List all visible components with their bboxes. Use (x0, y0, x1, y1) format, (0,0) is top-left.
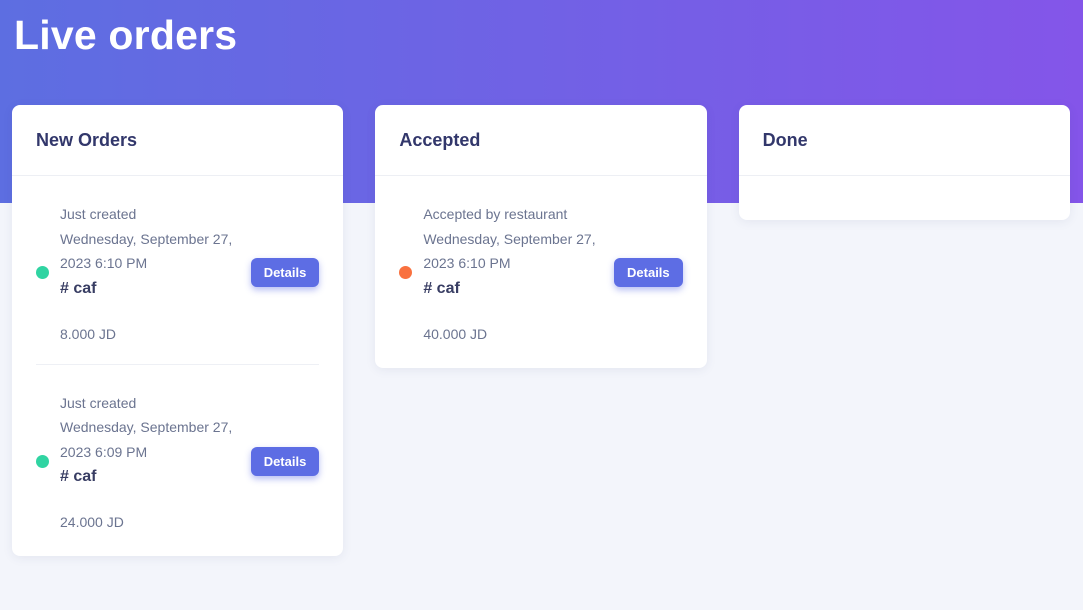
order-date-line-1: Wednesday, September 27, (423, 230, 596, 247)
order-date-line-1: Wednesday, September 27, (60, 419, 233, 435)
column-body-new-orders: Just created Wednesday, September 27, 20… (12, 176, 343, 556)
column-body-done (739, 176, 1070, 220)
column-accepted: Accepted Accepted by restaurant Wednesda… (375, 105, 707, 368)
new-order-status-dot-icon (36, 454, 49, 468)
details-button[interactable]: Details (250, 258, 320, 288)
orders-board: New Orders Just created Wednesday, Septe… (0, 105, 1083, 556)
column-title-accepted: Accepted (375, 105, 707, 176)
order-status: Just created (60, 394, 137, 411)
column-body-accepted: Accepted by restaurant Wednesday, Septem… (375, 176, 706, 368)
order-date-line-2: 2023 6:10 PM (423, 255, 511, 271)
column-new-orders: New Orders Just created Wednesday, Septe… (12, 105, 344, 556)
column-title-done: Done (738, 105, 1070, 176)
order-ref: # caf (60, 468, 97, 485)
new-order-status-dot-icon (36, 266, 49, 280)
order-divider (36, 363, 320, 365)
order-item: Just created Wednesday, September 27, 20… (12, 176, 343, 364)
order-date-line-2: 2023 6:09 PM (60, 443, 148, 460)
order-ref: # caf (60, 279, 97, 297)
details-button[interactable]: Details (614, 258, 683, 288)
order-info: Just created Wednesday, September 27, 20… (60, 391, 240, 533)
column-done: Done (738, 105, 1070, 220)
order-item: Accepted by restaurant Wednesday, Septem… (375, 176, 706, 364)
accepted-order-status-dot-icon (399, 266, 413, 280)
order-amount: 40.000 JD (423, 325, 488, 342)
order-amount: 24.000 JD (60, 514, 124, 530)
order-status: Accepted by restaurant (423, 206, 568, 222)
order-info: Just created Wednesday, September 27, 20… (60, 202, 240, 344)
order-info: Accepted by restaurant Wednesday, Septem… (423, 202, 603, 344)
column-title-new-orders: New Orders (12, 105, 344, 176)
order-date-line-1: Wednesday, September 27, (60, 230, 233, 247)
order-ref: # caf (423, 279, 460, 297)
order-item: Just created Wednesday, September 27, 20… (12, 365, 343, 553)
order-status: Just created (60, 206, 137, 222)
page-title: Live orders (14, 12, 238, 58)
order-amount: 8.000 JD (60, 325, 117, 342)
order-date-line-2: 2023 6:10 PM (60, 255, 148, 271)
details-button[interactable]: Details (250, 446, 320, 476)
